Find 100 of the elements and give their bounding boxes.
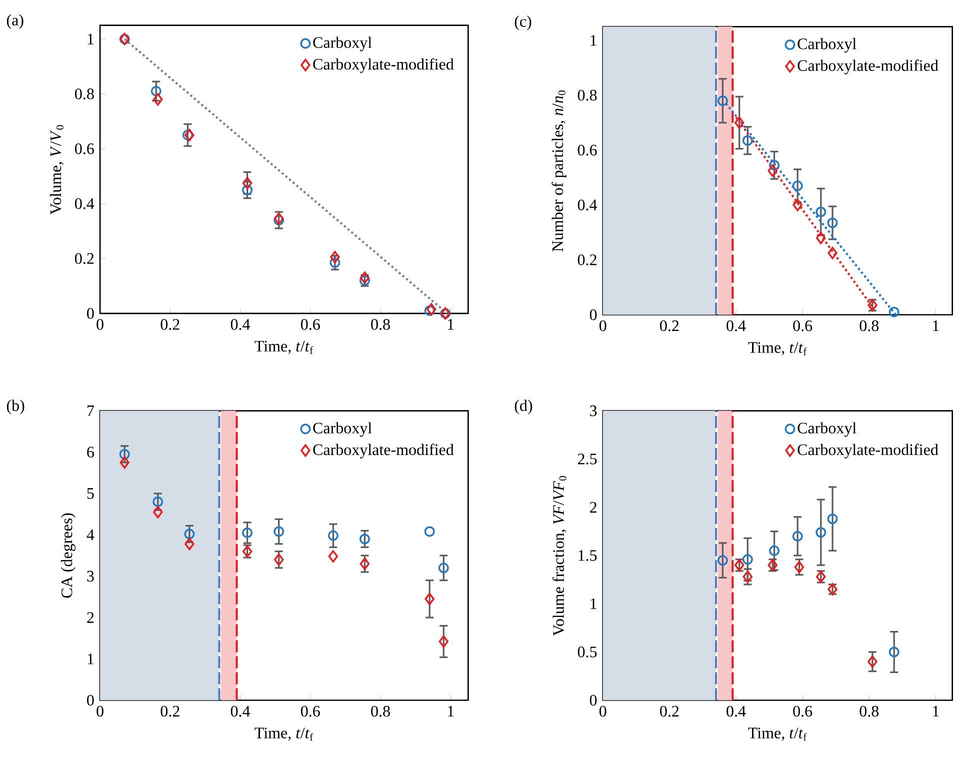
point bbox=[120, 456, 130, 469]
y-tick-label: 1 bbox=[590, 35, 596, 46]
point bbox=[184, 528, 195, 540]
x-tick-label: 0.2 bbox=[660, 320, 679, 332]
y-tick-label: 5 bbox=[87, 488, 94, 499]
point bbox=[438, 562, 449, 574]
chart-title: (a) bbox=[6, 14, 24, 29]
y-tick-label: 0.4 bbox=[75, 198, 94, 210]
point bbox=[242, 528, 253, 538]
x-tick-label: 0.2 bbox=[660, 706, 679, 717]
point bbox=[792, 530, 803, 542]
x-tick-label: 0 bbox=[96, 706, 104, 717]
x-tick-label: 1 bbox=[933, 320, 939, 331]
point bbox=[888, 306, 900, 318]
legend-label: Carboxyl bbox=[798, 422, 856, 437]
x-tick-label: 0.8 bbox=[371, 706, 390, 717]
x-tick-label: 0.4 bbox=[230, 706, 250, 717]
y-tick-label: 3 bbox=[590, 405, 597, 416]
legend-label: Carboxyl bbox=[798, 38, 856, 53]
x-tick-label: 0.6 bbox=[301, 319, 320, 330]
x-tick-label: 0.6 bbox=[793, 320, 812, 332]
x-tick-label: 0.2 bbox=[160, 706, 180, 717]
point bbox=[792, 180, 803, 192]
x-tick-label: 0 bbox=[599, 706, 606, 717]
point bbox=[153, 93, 163, 106]
point bbox=[274, 526, 284, 537]
chart-title: (b) bbox=[6, 400, 24, 414]
x-axis-title: Time, t/t$_{f}$ bbox=[254, 340, 314, 354]
point bbox=[794, 560, 804, 574]
point bbox=[152, 496, 164, 508]
x-tick-label: 0.4 bbox=[230, 319, 250, 330]
y-tick-label: 0.5 bbox=[578, 646, 597, 658]
x-tick-label: 1 bbox=[933, 706, 939, 716]
y-tick-label: 0.2 bbox=[578, 254, 596, 266]
point bbox=[828, 246, 838, 260]
point bbox=[768, 164, 778, 177]
y-tick-label: 0.8 bbox=[578, 90, 597, 101]
point bbox=[717, 96, 728, 106]
y-tick-label: 0.8 bbox=[75, 88, 94, 100]
legend-label: Carboxylate-modified bbox=[313, 444, 454, 458]
y-tick-label: 1 bbox=[590, 598, 596, 610]
point bbox=[360, 272, 370, 284]
y-tick-label: 0.6 bbox=[75, 143, 94, 154]
x-tick-label: 0.2 bbox=[160, 319, 180, 330]
point bbox=[184, 128, 194, 142]
x-tick-label: 0 bbox=[96, 319, 104, 330]
point bbox=[184, 538, 194, 550]
y-axis-title: Volume, V/V$_{0}$ bbox=[50, 125, 64, 215]
x-tick-label: 0.6 bbox=[793, 706, 812, 717]
y-axis-title: Number of particles, n/n$_{0}$ bbox=[552, 90, 566, 252]
legend-label: Carboxylate-modified bbox=[313, 58, 454, 73]
y-tick-label: 7 bbox=[87, 406, 94, 416]
y-tick-label: 0 bbox=[590, 309, 597, 320]
y-tick-label: 4 bbox=[86, 530, 94, 540]
point bbox=[328, 550, 338, 563]
point bbox=[742, 135, 753, 146]
y-tick-label: 6 bbox=[87, 446, 94, 458]
y-tick-label: 2 bbox=[590, 502, 596, 513]
chart-title: (c) bbox=[514, 16, 532, 30]
point bbox=[827, 218, 838, 228]
x-axis-title: Time, t/t$_{f}$ bbox=[254, 728, 314, 741]
point bbox=[769, 545, 780, 556]
y-tick-label: 1.5 bbox=[578, 550, 597, 561]
chart-title: (d) bbox=[514, 400, 532, 414]
point bbox=[816, 206, 826, 218]
x-tick-label: 0 bbox=[599, 320, 606, 332]
x-tick-label: 1 bbox=[448, 706, 454, 716]
point bbox=[328, 530, 338, 541]
point bbox=[816, 232, 826, 244]
x-tick-label: 1 bbox=[448, 319, 454, 330]
point bbox=[769, 160, 780, 171]
legend-label: Carboxyl bbox=[313, 422, 372, 437]
point bbox=[150, 86, 162, 96]
x-tick-label: 0.8 bbox=[860, 706, 879, 717]
point bbox=[360, 558, 370, 570]
y-axis-title: CA (degrees) bbox=[60, 513, 76, 598]
x-tick-label: 0.8 bbox=[371, 319, 390, 330]
point bbox=[868, 655, 878, 668]
point bbox=[438, 635, 448, 648]
y-tick-label: 0.6 bbox=[578, 144, 597, 156]
y-tick-label: 0 bbox=[87, 694, 94, 706]
point bbox=[119, 448, 130, 460]
y-tick-label: 0.4 bbox=[578, 200, 598, 210]
point bbox=[330, 257, 340, 268]
point bbox=[242, 176, 252, 190]
x-tick-label: 0.4 bbox=[726, 320, 746, 332]
point bbox=[742, 570, 753, 583]
point bbox=[424, 592, 434, 606]
x-tick-label: 0.6 bbox=[301, 706, 320, 717]
x-axis-title: Time, t/t$_{f}$ bbox=[748, 728, 807, 741]
point bbox=[153, 506, 163, 518]
point bbox=[424, 526, 435, 537]
y-tick-label: 0.2 bbox=[75, 253, 94, 264]
point bbox=[827, 514, 838, 524]
y-tick-label: 0 bbox=[87, 308, 94, 319]
x-tick-label: 0.8 bbox=[860, 320, 879, 332]
point bbox=[359, 534, 370, 544]
y-tick-label: 0 bbox=[590, 694, 597, 706]
y-tick-label: 2 bbox=[87, 612, 94, 623]
y-tick-label: 1 bbox=[88, 654, 94, 664]
